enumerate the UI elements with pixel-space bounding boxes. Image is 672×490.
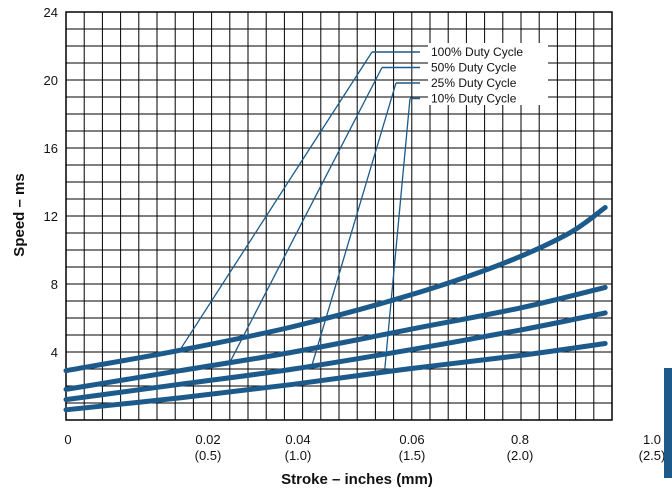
legend-leader-line xyxy=(229,67,383,363)
plot-frame xyxy=(65,11,613,421)
x-axis-title: Stroke – inches (mm) xyxy=(281,471,433,488)
series-line xyxy=(63,310,608,403)
x-tick-sublabel: (0.5) xyxy=(195,448,222,463)
x-tick-sublabel: (2.5) xyxy=(639,448,666,463)
x-tick-sublabel: (2.0) xyxy=(507,448,534,463)
series-line xyxy=(63,284,608,392)
y-tick-label: 8 xyxy=(51,277,58,292)
legend-leader-line xyxy=(179,51,373,351)
y-tick-label: 4 xyxy=(51,345,58,360)
legend-leader-lines xyxy=(179,51,411,373)
y-tick-label: 20 xyxy=(44,73,58,88)
x-tick-sublabel: (1.0) xyxy=(285,448,312,463)
series-line xyxy=(63,341,608,413)
tick-labels: 4 8 12 16 20 24 0 0.02(0.5) 0.04(1.0) 0.06(1.5) 0.… xyxy=(44,5,666,463)
series-line xyxy=(63,205,608,374)
legend-label: 100% Duty Cycle xyxy=(431,45,523,59)
legend-background xyxy=(428,43,548,105)
x-tick-label: 0 xyxy=(64,432,71,447)
x-tick-label: 0.8 xyxy=(511,432,529,447)
side-tab-marker xyxy=(664,368,672,478)
y-axis-title: Speed – ms xyxy=(11,173,28,256)
legend-label: 50% Duty Cycle xyxy=(431,61,517,75)
series-lines xyxy=(63,205,608,413)
x-tick-label: 0.02 xyxy=(195,432,220,447)
legend-label: 10% Duty Cycle xyxy=(431,92,517,106)
y-tick-label: 12 xyxy=(44,209,58,224)
x-tick-label: 0.06 xyxy=(399,432,424,447)
x-tick-sublabel: (1.5) xyxy=(399,448,426,463)
legend-leader-line xyxy=(383,98,411,373)
y-tick-label: 16 xyxy=(44,141,58,156)
legend-label: 25% Duty Cycle xyxy=(431,76,517,90)
x-tick-label: 1.0 xyxy=(643,432,661,447)
x-tick-label: 0.04 xyxy=(285,432,310,447)
y-tick-label: 24 xyxy=(44,5,58,20)
